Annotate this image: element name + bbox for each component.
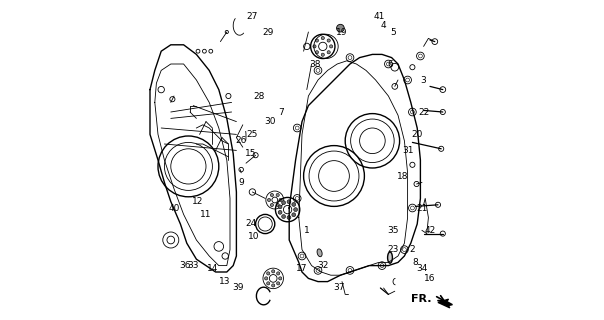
Circle shape <box>315 39 318 42</box>
Text: 41: 41 <box>373 12 385 20</box>
Text: FR.: FR. <box>411 294 432 304</box>
Circle shape <box>277 282 280 285</box>
Circle shape <box>278 205 282 209</box>
Text: 35: 35 <box>387 226 399 235</box>
Text: 21: 21 <box>416 204 428 212</box>
Text: 5: 5 <box>390 28 396 36</box>
Circle shape <box>321 36 324 40</box>
Text: 9: 9 <box>239 178 244 187</box>
Text: 22: 22 <box>418 108 429 116</box>
Text: 25: 25 <box>246 130 258 139</box>
Circle shape <box>277 272 280 275</box>
Circle shape <box>327 39 330 42</box>
Circle shape <box>327 51 330 54</box>
Text: 24: 24 <box>245 220 257 228</box>
Circle shape <box>272 270 275 273</box>
Text: 6: 6 <box>387 60 393 68</box>
Text: 32: 32 <box>317 261 329 270</box>
Text: 4: 4 <box>381 21 387 30</box>
Text: 40: 40 <box>169 204 179 212</box>
Text: 26: 26 <box>236 136 247 145</box>
Text: 7: 7 <box>278 108 284 116</box>
Text: 29: 29 <box>263 28 274 36</box>
Text: 13: 13 <box>219 277 231 286</box>
Text: 38: 38 <box>309 60 321 68</box>
Circle shape <box>281 201 286 204</box>
Circle shape <box>281 215 286 219</box>
Ellipse shape <box>317 249 322 257</box>
Circle shape <box>276 204 279 207</box>
Text: 31: 31 <box>402 146 413 155</box>
Circle shape <box>315 51 318 54</box>
Text: 30: 30 <box>265 117 276 126</box>
Polygon shape <box>438 299 452 308</box>
Circle shape <box>266 272 270 275</box>
Circle shape <box>278 211 282 214</box>
Circle shape <box>271 193 274 196</box>
Circle shape <box>292 213 295 217</box>
Text: 11: 11 <box>201 210 212 219</box>
Text: 8: 8 <box>413 258 419 267</box>
Circle shape <box>294 208 298 212</box>
Text: 39: 39 <box>233 284 244 292</box>
Text: 17: 17 <box>296 264 308 273</box>
Text: 3: 3 <box>421 76 426 84</box>
Text: 33: 33 <box>187 261 199 270</box>
Text: 27: 27 <box>246 12 258 20</box>
Circle shape <box>276 193 279 196</box>
Text: 14: 14 <box>207 264 218 273</box>
Text: 36: 36 <box>179 261 191 270</box>
Text: 10: 10 <box>248 232 260 241</box>
Circle shape <box>336 24 344 32</box>
Circle shape <box>279 198 282 202</box>
Circle shape <box>278 277 282 280</box>
Circle shape <box>292 203 295 206</box>
Text: 28: 28 <box>253 92 265 100</box>
Ellipse shape <box>388 252 393 263</box>
Text: 1: 1 <box>304 226 310 235</box>
Text: 15: 15 <box>245 149 257 158</box>
Circle shape <box>330 45 333 48</box>
Circle shape <box>313 45 316 48</box>
Text: 37: 37 <box>333 284 344 292</box>
Circle shape <box>321 53 324 56</box>
Circle shape <box>272 284 275 287</box>
Circle shape <box>271 204 274 207</box>
Text: 12: 12 <box>192 197 204 206</box>
Text: 42: 42 <box>425 226 435 235</box>
Text: 23: 23 <box>388 245 399 254</box>
Circle shape <box>287 216 291 220</box>
Text: 20: 20 <box>411 130 423 139</box>
Text: 19: 19 <box>336 28 348 36</box>
Circle shape <box>265 277 268 280</box>
Text: 34: 34 <box>416 264 428 273</box>
Text: 18: 18 <box>397 172 408 180</box>
Text: 16: 16 <box>424 274 435 283</box>
Text: 2: 2 <box>410 245 415 254</box>
Circle shape <box>287 200 291 204</box>
Circle shape <box>266 282 270 285</box>
Circle shape <box>268 198 271 202</box>
